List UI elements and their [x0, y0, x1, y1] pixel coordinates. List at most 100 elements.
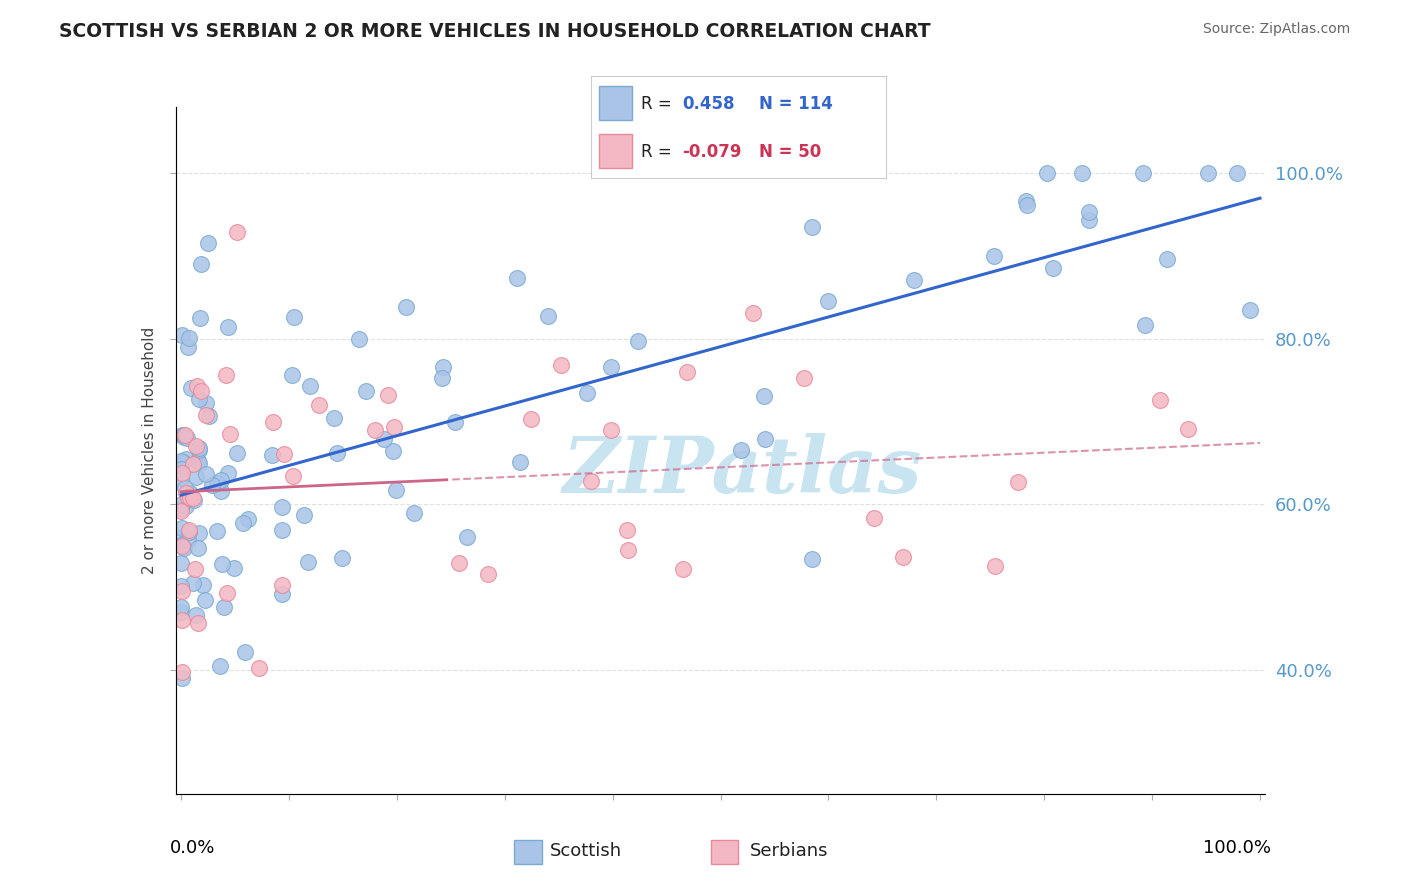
- Point: [1014, 194, 1036, 208]
- Point: [170, 579, 193, 593]
- Point: [741, 306, 763, 320]
- Point: [232, 516, 254, 531]
- Point: [238, 511, 260, 525]
- Point: [208, 659, 231, 673]
- Point: [170, 537, 193, 551]
- Point: [262, 415, 284, 429]
- Point: [509, 455, 531, 469]
- Point: [536, 309, 558, 323]
- Point: [172, 497, 194, 511]
- Point: [170, 605, 193, 619]
- Point: [600, 423, 623, 437]
- Point: [195, 467, 218, 482]
- Point: [519, 412, 541, 426]
- Point: [863, 511, 886, 525]
- Point: [382, 444, 405, 458]
- Point: [184, 439, 207, 453]
- Point: [273, 447, 295, 461]
- Point: [170, 613, 193, 627]
- Point: [430, 371, 453, 385]
- Point: [672, 562, 695, 576]
- Point: [891, 549, 914, 564]
- Point: [183, 561, 205, 575]
- Point: [187, 526, 209, 541]
- Point: [1133, 318, 1156, 333]
- Point: [354, 384, 377, 398]
- Point: [247, 661, 270, 675]
- Point: [188, 441, 211, 455]
- Point: [377, 387, 399, 401]
- Point: [283, 468, 305, 483]
- Point: [197, 409, 219, 423]
- FancyBboxPatch shape: [599, 135, 631, 168]
- Point: [176, 490, 198, 504]
- Point: [477, 566, 499, 581]
- Point: [172, 520, 194, 534]
- Point: [617, 543, 640, 558]
- Point: [271, 523, 294, 537]
- Point: [983, 249, 1005, 263]
- Text: 0.458: 0.458: [682, 95, 734, 112]
- Point: [176, 431, 198, 445]
- Point: [181, 491, 204, 505]
- Point: [270, 500, 292, 515]
- Point: [332, 550, 354, 565]
- Point: [801, 552, 824, 566]
- Point: [170, 461, 193, 475]
- Point: [207, 475, 229, 490]
- Point: [579, 474, 602, 488]
- Point: [201, 478, 224, 492]
- Point: [616, 523, 638, 537]
- Point: [207, 524, 229, 539]
- Point: [800, 220, 823, 235]
- Point: [676, 365, 699, 379]
- Text: R =: R =: [641, 143, 672, 161]
- Point: [173, 428, 195, 442]
- FancyBboxPatch shape: [515, 839, 541, 864]
- Point: [197, 236, 219, 251]
- Point: [212, 599, 235, 614]
- Text: ZIPatlas: ZIPatlas: [562, 433, 922, 509]
- Point: [170, 470, 193, 484]
- Point: [209, 474, 232, 488]
- Text: N = 50: N = 50: [759, 143, 821, 161]
- Point: [1132, 166, 1154, 180]
- Point: [347, 332, 370, 346]
- Point: [443, 416, 465, 430]
- Point: [1036, 166, 1059, 180]
- Point: [177, 340, 200, 354]
- Point: [1017, 198, 1039, 212]
- Point: [170, 328, 193, 343]
- Text: Source: ZipAtlas.com: Source: ZipAtlas.com: [1202, 22, 1350, 37]
- Point: [170, 502, 193, 516]
- Point: [292, 508, 315, 522]
- Text: N = 114: N = 114: [759, 95, 832, 112]
- Point: [793, 370, 815, 384]
- Text: 100.0%: 100.0%: [1204, 838, 1271, 856]
- Point: [1239, 303, 1261, 318]
- Point: [382, 420, 405, 434]
- Point: [170, 427, 193, 442]
- Point: [177, 533, 200, 547]
- Point: [271, 578, 294, 592]
- Point: [176, 451, 198, 466]
- Point: [1197, 166, 1219, 180]
- Point: [226, 446, 249, 460]
- Point: [1156, 252, 1178, 266]
- Point: [225, 225, 247, 239]
- Point: [1177, 422, 1199, 436]
- Point: [191, 578, 214, 592]
- Point: [195, 408, 218, 422]
- Point: [174, 500, 197, 514]
- Point: [209, 483, 232, 498]
- Point: [174, 485, 197, 500]
- Point: [170, 671, 193, 685]
- Point: [984, 558, 1007, 573]
- Point: [215, 586, 238, 600]
- Point: [281, 368, 304, 382]
- Y-axis label: 2 or more Vehicles in Household: 2 or more Vehicles in Household: [142, 326, 157, 574]
- Point: [170, 556, 193, 570]
- Point: [180, 381, 202, 395]
- Point: [217, 467, 239, 481]
- Point: [170, 599, 193, 614]
